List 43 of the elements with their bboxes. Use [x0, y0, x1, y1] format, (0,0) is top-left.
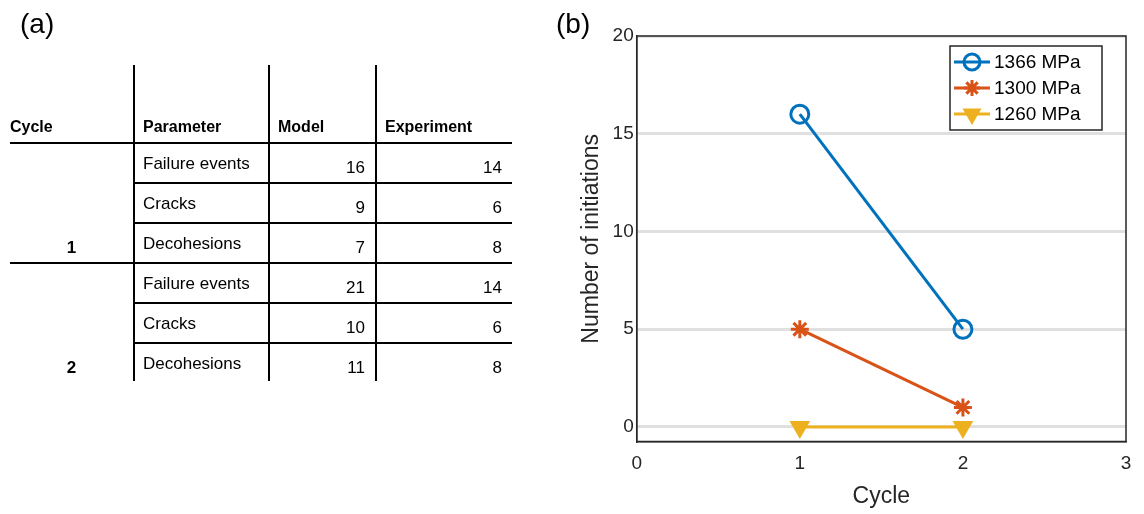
category-label: Decohesions — [143, 234, 242, 254]
data-label: 6 — [491, 318, 502, 338]
category-label: Failure events — [143, 274, 250, 294]
data-label: 9 — [354, 198, 365, 218]
text: (a) — [20, 8, 55, 40]
point — [789, 318, 811, 340]
y-tick-label: 10 — [612, 219, 634, 241]
data-label: 21 — [345, 278, 365, 298]
chart-title: (b) — [556, 8, 591, 40]
data-label: 11 — [346, 358, 365, 378]
y-tick-label: 0 — [623, 415, 634, 437]
x-axis-title: Cycle — [852, 481, 911, 508]
data-label: 10 — [345, 318, 365, 338]
category-label: 1 — [66, 238, 77, 257]
x-tick-label: 2 — [957, 452, 969, 474]
category-label: Decohesions — [143, 354, 242, 374]
category-label: Cracks — [143, 314, 196, 334]
y-axis-title: Number of initiations — [577, 133, 604, 344]
data-label: 6 — [491, 198, 502, 218]
data-label: 8 — [491, 358, 502, 378]
y-tick-label: 15 — [612, 121, 634, 143]
legend-label: 1366 MPa — [994, 51, 1082, 73]
data-label: 14 — [482, 158, 502, 178]
text: Parameter — [143, 118, 222, 136]
point — [952, 396, 974, 418]
x-tick-label: 1 — [794, 452, 806, 474]
y-tick-label: 20 — [612, 24, 634, 46]
legend-label: 1260 MPa — [994, 103, 1082, 125]
category-label: Failure events — [143, 154, 250, 174]
y-tick-label: 5 — [623, 317, 634, 339]
point — [952, 318, 974, 340]
x-tick-label: 3 — [1120, 452, 1132, 474]
data-label: 14 — [482, 278, 502, 298]
data-label: 8 — [491, 238, 502, 258]
category-label: Cracks — [143, 194, 196, 214]
category-label: 2 — [66, 358, 77, 377]
text: Experiment — [385, 118, 473, 136]
data-label: 7 — [354, 238, 365, 258]
text: Model — [278, 118, 325, 136]
legend-label: 1300 MPa — [994, 77, 1082, 99]
data-label: 16 — [345, 158, 365, 178]
text: Cycle — [10, 118, 53, 136]
point — [789, 103, 811, 125]
